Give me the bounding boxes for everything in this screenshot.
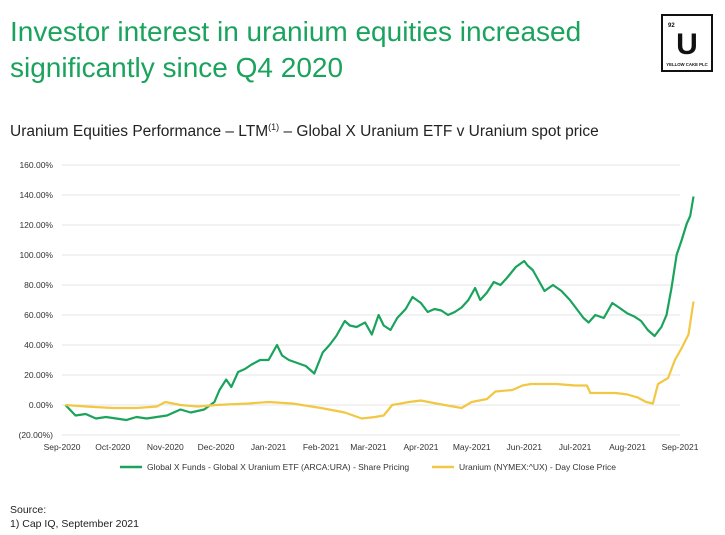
logo-letter: U: [676, 28, 698, 61]
x-tick-label: Sep-2021: [662, 442, 699, 452]
axis-labels: (20.00%) 0.00% 20.00% 40.00% 60.00% 80.00% 100…: [19, 160, 699, 452]
ura-etf-series-line: [64, 196, 695, 422]
x-tick-label: Oct-2020: [95, 442, 130, 452]
x-tick-label: Apr-2021: [403, 442, 438, 452]
y-tick-label: 80.00%: [24, 280, 53, 290]
y-tick-label: 40.00%: [24, 340, 53, 350]
source-citation: 1) Cap IQ, September 2021: [10, 518, 139, 530]
y-tick-label: 100.00%: [19, 250, 53, 260]
x-tick-label: Nov-2020: [147, 442, 184, 452]
x-tick-label: May-2021: [453, 442, 491, 452]
gridlines: [62, 164, 680, 436]
x-tick-label: Aug-2021: [609, 442, 646, 452]
y-tick-label: 140.00%: [19, 190, 53, 200]
y-tick-label: 0.00%: [29, 400, 54, 410]
y-tick-label: 120.00%: [19, 220, 53, 230]
subtitle-main: Uranium Equities Performance – LTM: [10, 123, 269, 141]
headline-line-2: significantly since Q4 2020: [10, 52, 344, 83]
source-label: Source:: [10, 504, 47, 516]
legend-label: Global X Funds - Global X Uranium ETF (A…: [147, 462, 409, 472]
x-tick-label: Dec-2020: [198, 442, 235, 452]
x-tick-label: Jan-2021: [251, 442, 287, 452]
y-tick-label: 60.00%: [24, 310, 53, 320]
headline: Investor interest in uranium equities in…: [10, 14, 640, 86]
logo-company-name: YELLOW CAKE PLC: [666, 62, 708, 67]
series-lines: [64, 196, 695, 422]
legend: Global X Funds - Global X Uranium ETF (A…: [120, 462, 616, 472]
uranium-spot-series-line: [65, 301, 695, 420]
y-tick-label: 160.00%: [19, 160, 53, 170]
chart-subtitle: Uranium Equities Performance – LTM(1) – …: [10, 122, 599, 141]
source-note: Source: 1) Cap IQ, September 2021: [10, 503, 139, 531]
legend-label: Uranium (NYMEX:^UX) - Day Close Price: [459, 462, 616, 472]
x-tick-label: Jul-2021: [559, 442, 592, 452]
y-tick-label: 20.00%: [24, 370, 53, 380]
performance-chart: (20.00%) 0.00% 20.00% 40.00% 60.00% 80.00% 100…: [19, 160, 699, 472]
logo-atomic-number: 92: [668, 23, 675, 29]
subtitle-footnote-marker: (1): [268, 122, 280, 132]
yellow-cake-logo: 92 U YELLOW CAKE PLC: [661, 14, 713, 72]
x-tick-label: Jun-2021: [507, 442, 543, 452]
y-tick-label: (20.00%): [19, 430, 54, 440]
x-tick-label: Sep-2020: [44, 442, 81, 452]
x-tick-label: Feb-2021: [303, 442, 340, 452]
x-tick-label: Mar-2021: [350, 442, 387, 452]
subtitle-comparison: – Global X Uranium ETF v Uranium spot pr…: [279, 123, 599, 141]
headline-line-1: Investor interest in uranium equities in…: [10, 16, 582, 47]
